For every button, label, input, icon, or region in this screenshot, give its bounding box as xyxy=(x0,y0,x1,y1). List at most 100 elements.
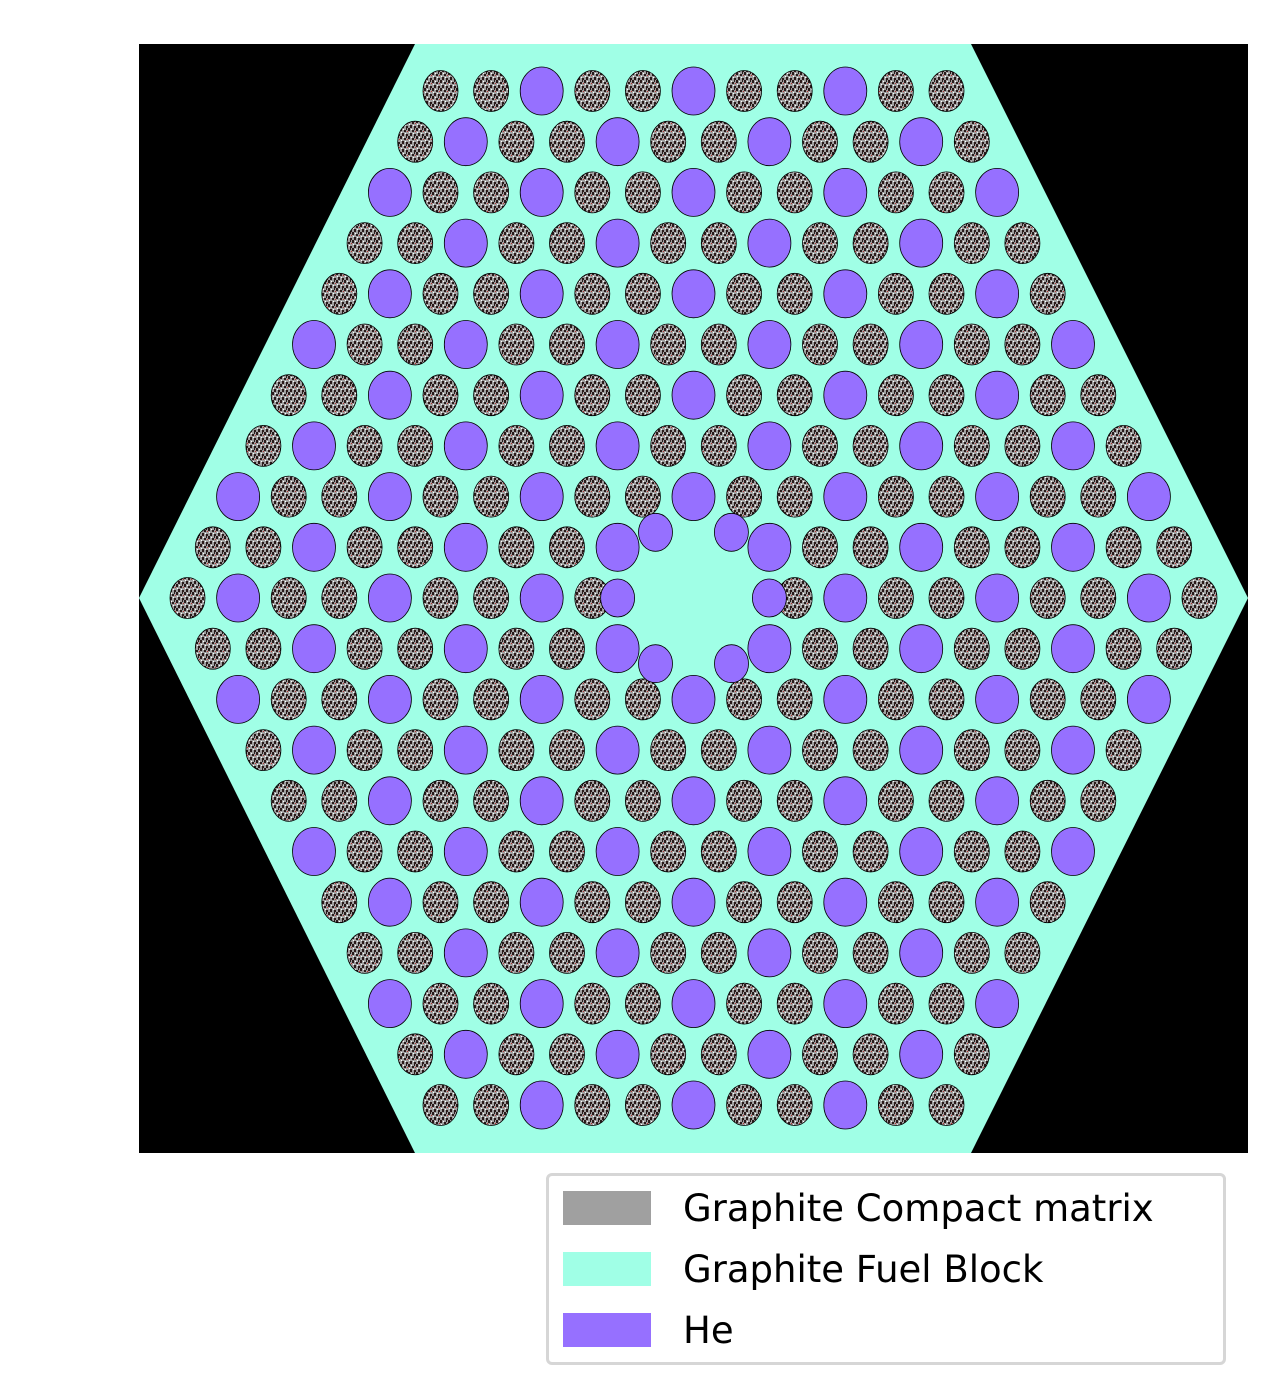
fuel-compact-channel xyxy=(422,70,459,112)
he-coolant-channel xyxy=(519,66,564,116)
he-coolant-channel xyxy=(671,776,716,826)
fuel-compact-channel xyxy=(776,272,813,315)
fuel-compact-channel xyxy=(650,323,687,366)
fuel-compact-channel xyxy=(928,577,965,619)
fuel-compact-channel xyxy=(549,424,585,467)
fuel-compact-channel xyxy=(878,70,914,112)
he-coolant-channel xyxy=(443,624,488,674)
he-coolant-channel xyxy=(823,573,868,623)
fuel-compact-channel xyxy=(397,424,434,467)
fuel-compact-channel xyxy=(574,982,611,1025)
fuel-compact-channel xyxy=(1080,779,1117,822)
fuel-compact-channel xyxy=(473,678,510,721)
fuel-compact-channel xyxy=(1004,323,1041,366)
fuel-compact-channel xyxy=(498,323,535,366)
he-coolant-channel xyxy=(443,928,488,978)
fuel-compact-channel xyxy=(953,932,990,974)
fuel-compact-channel xyxy=(422,678,459,721)
fuel-compact-channel xyxy=(650,932,687,974)
fuel-compact-channel xyxy=(321,374,358,417)
fuel-compact-channel xyxy=(1029,577,1066,619)
fuel-compact-channel xyxy=(473,171,510,214)
he-coolant-channel xyxy=(1127,472,1171,522)
fuel-compact-channel xyxy=(498,222,535,265)
fuel-compact-channel xyxy=(928,272,965,315)
fuel-compact-channel xyxy=(802,830,838,873)
fuel-compact-channel xyxy=(625,272,661,315)
fuel-compact-channel xyxy=(549,323,585,366)
he-coolant-channel xyxy=(671,370,716,420)
fuel-compact-channel xyxy=(473,779,510,822)
he-coolant-channel xyxy=(1051,827,1095,876)
fuel-compact-channel xyxy=(726,374,762,417)
legend-item-he: He xyxy=(563,1309,734,1352)
fuel-compact-channel xyxy=(346,830,383,873)
fuel-compact-channel xyxy=(726,70,762,112)
he-coolant-channel xyxy=(443,218,488,268)
small-he-hole xyxy=(752,578,787,618)
fuel-compact-channel xyxy=(776,70,813,112)
he-coolant-channel xyxy=(216,573,261,623)
he-coolant-channel xyxy=(823,370,868,420)
he-coolant-channel xyxy=(747,928,792,978)
he-coolant-channel xyxy=(367,675,412,724)
legend-item-fuel-block: Graphite Fuel Block xyxy=(563,1248,1043,1291)
fuel-compact-channel xyxy=(1029,272,1066,315)
he-coolant-channel xyxy=(595,117,640,167)
he-coolant-channel xyxy=(899,725,944,775)
fuel-compact-channel xyxy=(270,577,307,619)
fuel-compact-channel xyxy=(574,1084,611,1126)
fuel-compact-channel xyxy=(852,424,889,467)
fuel-compact-channel xyxy=(625,475,661,518)
fuel-compact-channel xyxy=(194,627,231,670)
fuel-compact-channel xyxy=(1105,526,1142,569)
fuel-compact-channel xyxy=(700,1033,737,1076)
fuel-compact-channel xyxy=(1004,424,1041,467)
legend-swatch-compact xyxy=(563,1191,651,1225)
fuel-compact-channel xyxy=(802,1033,838,1076)
fuel-compact-channel xyxy=(549,1033,585,1076)
fuel-compact-channel xyxy=(245,526,282,569)
he-coolant-channel xyxy=(519,675,564,724)
fuel-compact-channel xyxy=(422,577,459,619)
he-coolant-channel xyxy=(823,66,868,116)
he-coolant-channel xyxy=(595,725,640,775)
he-coolant-channel xyxy=(823,269,868,319)
he-coolant-channel xyxy=(747,218,792,268)
he-coolant-channel xyxy=(1051,624,1095,674)
fuel-compact-channel xyxy=(498,932,535,974)
he-coolant-channel xyxy=(671,675,716,724)
he-coolant-channel xyxy=(595,827,640,876)
he-coolant-channel xyxy=(595,928,640,978)
fuel-compact-channel xyxy=(422,475,459,518)
he-coolant-channel xyxy=(823,167,868,217)
he-coolant-channel xyxy=(595,218,640,268)
fuel-compact-channel xyxy=(776,374,813,417)
fuel-compact-channel xyxy=(878,577,914,619)
fuel-compact-channel xyxy=(397,932,434,974)
fuel-compact-channel xyxy=(878,881,914,924)
fuel-compact-channel xyxy=(422,881,459,924)
fuel-compact-channel xyxy=(1004,932,1041,974)
he-coolant-channel xyxy=(975,573,1019,623)
he-coolant-channel xyxy=(1051,320,1095,369)
fuel-compact-channel xyxy=(397,222,434,265)
he-coolant-channel xyxy=(823,776,868,826)
he-coolant-channel xyxy=(292,421,336,471)
fuel-compact-channel xyxy=(422,1084,459,1126)
fuel-compact-channel xyxy=(776,1084,813,1126)
fuel-compact-channel xyxy=(953,627,990,670)
central-graphite-region xyxy=(615,530,772,666)
fuel-compact-channel xyxy=(321,779,358,822)
fuel-compact-channel xyxy=(878,475,914,518)
fuel-compact-channel xyxy=(1029,779,1066,822)
fuel-compact-channel xyxy=(852,627,889,670)
fuel-compact-channel xyxy=(878,171,914,214)
he-coolant-channel xyxy=(975,776,1019,826)
fuel-compact-channel xyxy=(1029,475,1066,518)
fuel-compact-channel xyxy=(726,881,762,924)
he-coolant-channel xyxy=(519,167,564,217)
fuel-compact-channel xyxy=(498,526,535,569)
fuel-compact-channel xyxy=(953,526,990,569)
fuel-compact-channel xyxy=(1004,526,1041,569)
